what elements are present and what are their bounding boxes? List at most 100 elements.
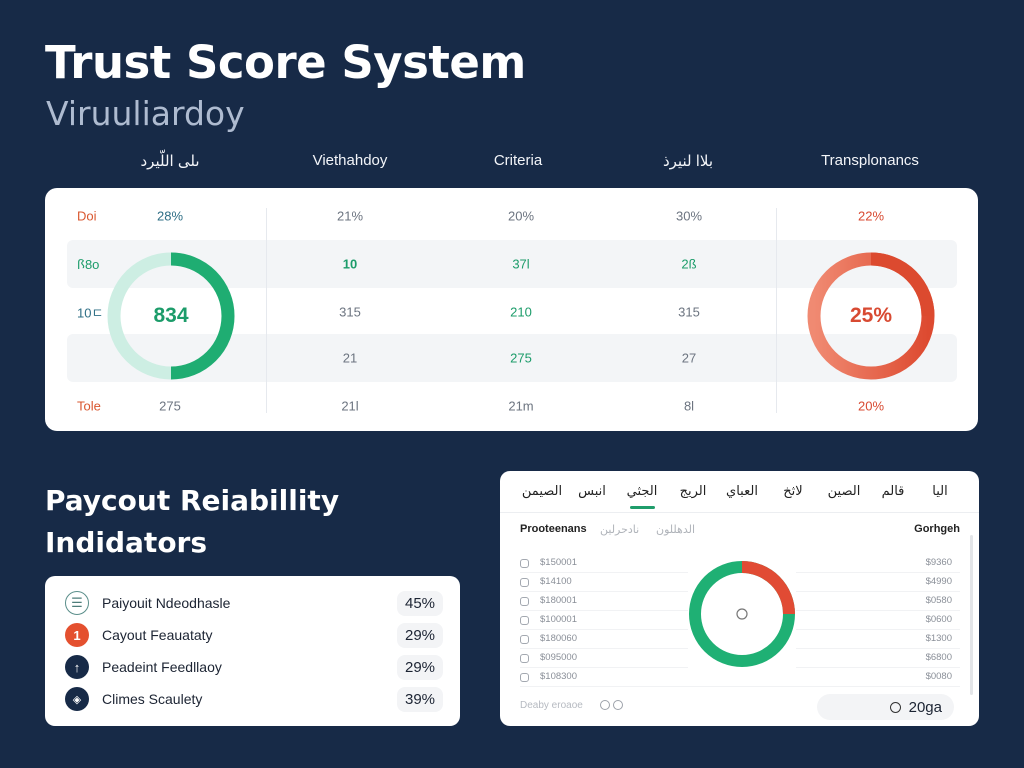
search-icon: [889, 701, 901, 713]
cell-value: 10: [342, 256, 358, 272]
subtab-primary[interactable]: Prooteenans: [520, 523, 587, 535]
indicator-label: Climes Scaulety: [102, 691, 203, 707]
indicator-label: Peadeint Feedllaoy: [102, 659, 222, 675]
cell-value: 2ß: [681, 256, 697, 272]
tab-bar: الصيمن انبس الجثي الريج العباي لاثخ الصي…: [500, 471, 979, 513]
column-header[interactable]: بلاا لنيرذ: [662, 153, 714, 170]
section-title-line: Indidators: [45, 526, 208, 559]
cell-value: 8Ɩ: [683, 398, 695, 414]
row-icon: [520, 616, 529, 625]
distribution-donut: [688, 560, 796, 668]
indicator-row[interactable]: 1 Cayout Feauataty 29%: [65, 621, 443, 649]
cell-value: 37Ɩ: [512, 256, 530, 272]
transaction-row[interactable]: $100001 $0600: [520, 614, 960, 633]
indicator-row[interactable]: ◈ Climes Scaulety 39%: [65, 685, 443, 713]
transaction-row[interactable]: $108300 $0080: [520, 671, 960, 690]
row-icon: [520, 654, 529, 663]
percentage-ring: 25%: [807, 252, 935, 380]
amount: $0580: [925, 595, 952, 606]
row-label: Doi: [77, 208, 97, 224]
tab[interactable]: انبس: [578, 483, 606, 498]
indicator-row[interactable]: ↑ Peadeint Feedllaoy 29%: [65, 653, 443, 681]
indicator-value: 45%: [397, 590, 443, 616]
transactions-card: الصيمن انبس الجثي الريج العباي لاثخ الصي…: [500, 471, 979, 726]
amount: $095000: [540, 652, 577, 663]
tab[interactable]: قالم: [881, 483, 905, 498]
cell-value: 27: [681, 350, 697, 366]
transaction-row[interactable]: $095000 $6800: [520, 652, 960, 671]
tab[interactable]: الريج: [679, 483, 707, 498]
tab[interactable]: اليا: [932, 483, 948, 498]
scrollbar[interactable]: [970, 535, 973, 695]
cell-value: 275: [510, 350, 532, 366]
cell-value: 315: [339, 304, 361, 320]
amount: $9360: [925, 557, 952, 568]
transaction-row[interactable]: $14100 $4990: [520, 576, 960, 595]
sub-tabs: Prooteenans نادحرلين الدهللون Gorhgeh: [520, 523, 960, 543]
amount: $4990: [925, 576, 952, 587]
transaction-row[interactable]: $150001 $9360: [520, 557, 960, 576]
footer-text: Deaby eroaoe: [520, 700, 583, 711]
search-field[interactable]: 20ga: [817, 694, 954, 720]
section-title-line: Paycout Reiabillity: [45, 484, 340, 517]
tab[interactable]: الصيمن: [521, 483, 563, 498]
indicator-value: 29%: [397, 654, 443, 680]
amount: $180001: [540, 595, 577, 606]
row-label: 10ㄷ: [77, 305, 104, 321]
indicators-card: ☰ Paiyouit Ndeodhasle 45% 1 Cayout Feaua…: [45, 576, 460, 726]
tab-active[interactable]: الجثي: [626, 483, 658, 498]
cell-value: 21%: [336, 208, 364, 224]
indicator-value: 29%: [397, 622, 443, 648]
row-icon: [520, 559, 529, 568]
cell-value: 210: [510, 304, 532, 320]
indicator-label: Cayout Feauataty: [102, 627, 213, 643]
alert-icon: 1: [65, 623, 89, 647]
column-header[interactable]: Viethahdoy: [312, 152, 388, 169]
row-icon: [520, 673, 529, 682]
amount: $180060: [540, 633, 577, 644]
cell-value: 275: [159, 398, 181, 414]
amount: $0080: [925, 671, 952, 682]
column-header[interactable]: Criteria: [493, 152, 543, 169]
subtab[interactable]: نادحرلين: [600, 524, 640, 536]
cell-value: 30%: [675, 208, 703, 224]
cell-value: 21: [342, 350, 358, 366]
amount: $0600: [925, 614, 952, 625]
tab[interactable]: العباي: [726, 483, 758, 498]
search-value: 20ga: [908, 698, 942, 716]
cell-value: 20%: [507, 208, 535, 224]
divider: [266, 208, 267, 413]
cell-value: 22%: [857, 208, 885, 224]
indicator-row[interactable]: ☰ Paiyouit Ndeodhasle 45%: [65, 589, 443, 617]
divider: [520, 686, 960, 687]
amount: $6800: [925, 652, 952, 663]
list-icon: ☰: [65, 591, 89, 615]
indicator-value: 39%: [397, 686, 443, 712]
amount: $100001: [540, 614, 577, 625]
amount: $14100: [540, 576, 572, 587]
amount: $108300: [540, 671, 577, 682]
arrow-up-icon: ↑: [65, 655, 89, 679]
amount: $1300: [925, 633, 952, 644]
subtab-right[interactable]: Gorhgeh: [914, 523, 960, 535]
page-title: Trust Score System: [45, 36, 526, 89]
transaction-row[interactable]: $180001 $0580: [520, 595, 960, 614]
amount: $150001: [540, 557, 577, 568]
cell-value: 21m: [508, 398, 534, 414]
subtab[interactable]: الدهللون: [656, 524, 696, 536]
indicator-label: Paiyouit Ndeodhasle: [102, 595, 231, 611]
shield-icon: ◈: [65, 687, 89, 711]
tab[interactable]: لاثخ: [783, 483, 803, 498]
column-header[interactable]: ىلى اللّيرد: [140, 153, 200, 170]
row-icon: [520, 597, 529, 606]
section-title: Paycout Reiabillity Indidators: [45, 480, 375, 564]
row-label: Tole: [77, 398, 101, 414]
column-header[interactable]: Transplonancs: [821, 152, 919, 169]
trust-score-card: Doi ꟗ8o 10ㄷ Tole 28% 275 21% 10 315 21 2…: [45, 188, 978, 431]
pager-dot[interactable]: [600, 700, 610, 710]
pager-dot[interactable]: [613, 700, 623, 710]
row-icon: [520, 578, 529, 587]
tab[interactable]: الصين: [827, 483, 861, 498]
cell-value: 28%: [156, 208, 184, 224]
transaction-row[interactable]: $180060 $1300: [520, 633, 960, 652]
